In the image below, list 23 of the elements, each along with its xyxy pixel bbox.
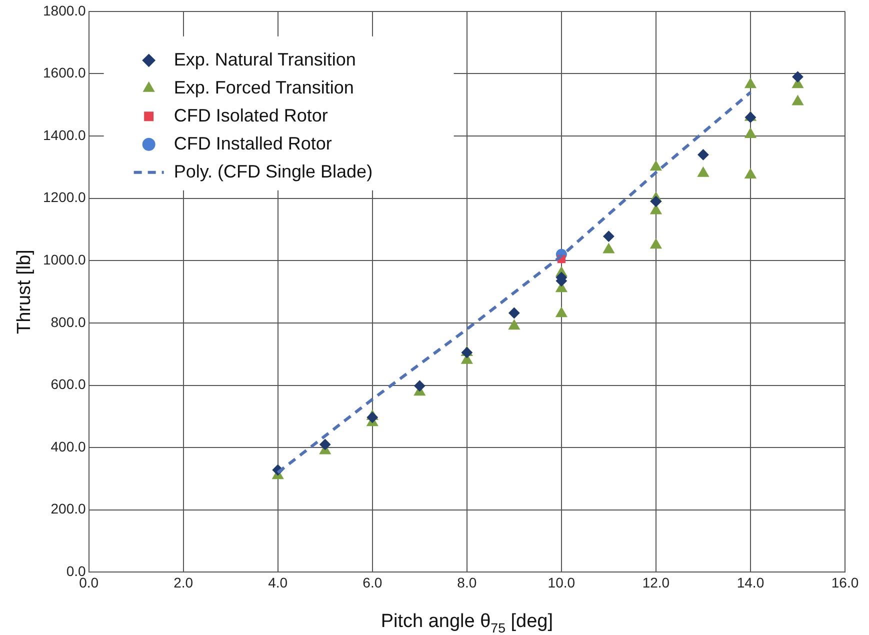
x-tick-label: 16.0 bbox=[831, 574, 859, 590]
y-tick-label: 400.0 bbox=[50, 438, 86, 454]
x-tick-label: 12.0 bbox=[642, 574, 670, 590]
y-axis-title: Thrust [lb] bbox=[14, 250, 35, 334]
y-tick-label: 1400.0 bbox=[42, 126, 86, 143]
legend-label: Exp. Natural Transition bbox=[174, 49, 356, 70]
y-tick-label: 200.0 bbox=[50, 500, 86, 517]
legend-label: CFD Isolated Rotor bbox=[174, 105, 328, 126]
x-tick-label: 8.0 bbox=[457, 574, 477, 590]
y-tick-label: 800.0 bbox=[50, 314, 86, 330]
x-tick-label: 2.0 bbox=[174, 574, 194, 590]
x-tick-label: 4.0 bbox=[268, 574, 288, 590]
y-tick-label: 1800.0 bbox=[42, 2, 86, 18]
y-tick-label: 1200.0 bbox=[42, 189, 86, 206]
x-tick-label: 10.0 bbox=[548, 574, 576, 590]
x-tick-label: 14.0 bbox=[736, 574, 764, 590]
legend-label: Exp. Forced Transition bbox=[174, 77, 354, 98]
y-tick-label: 600.0 bbox=[50, 376, 86, 392]
y-tick-label: 1000.0 bbox=[42, 252, 86, 268]
legend-label: Poly. (CFD Single Blade) bbox=[174, 161, 373, 182]
legend-label: CFD Installed Rotor bbox=[174, 133, 332, 154]
y-tick-label: 1600.0 bbox=[42, 64, 86, 81]
x-tick-label: 6.0 bbox=[362, 574, 382, 590]
